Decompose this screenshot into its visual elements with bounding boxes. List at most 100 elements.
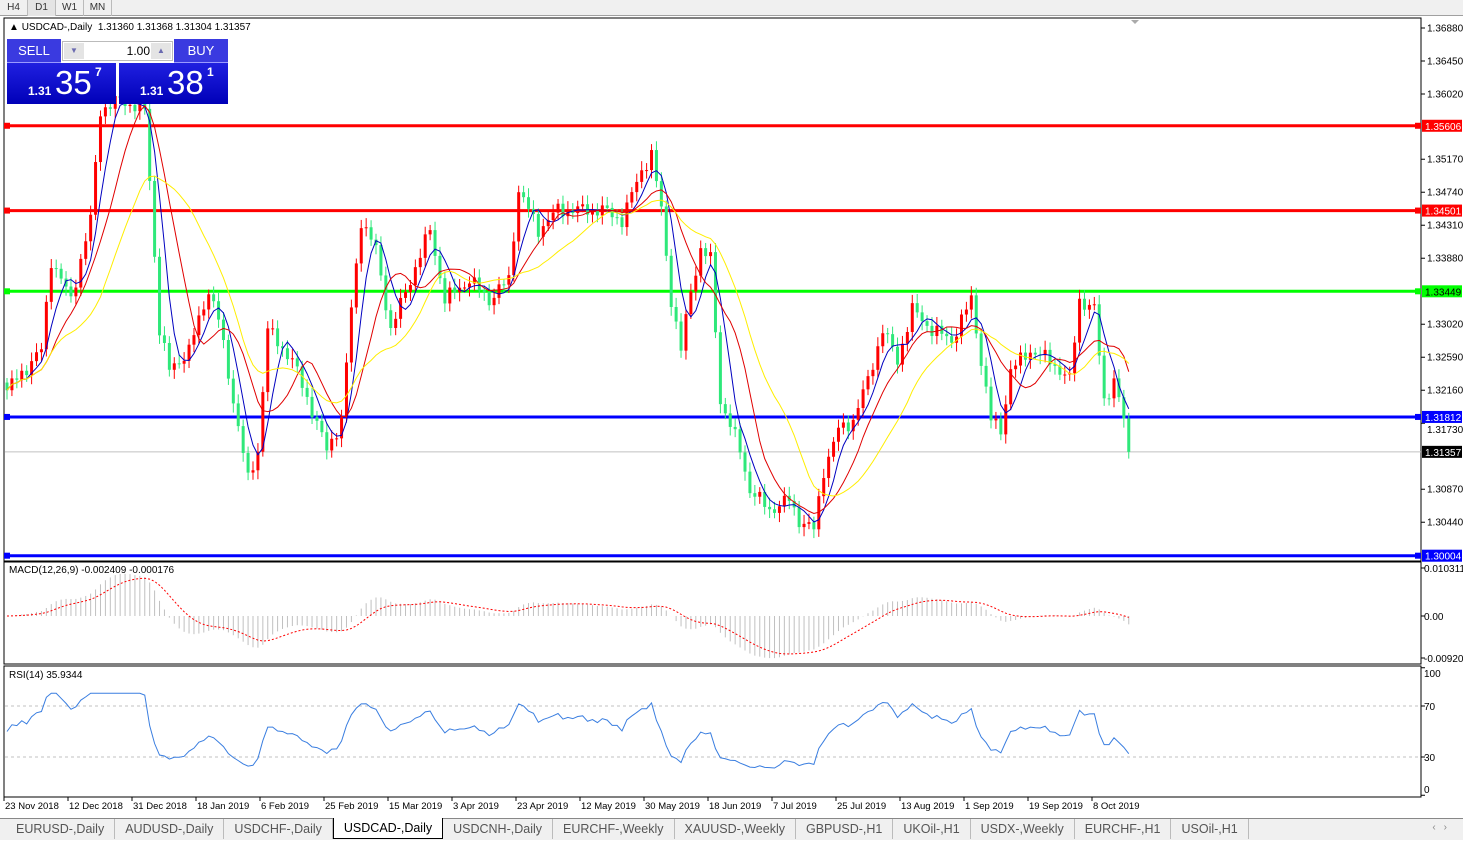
candle bbox=[187, 338, 191, 369]
time-label: 3 Apr 2019 bbox=[453, 801, 499, 812]
lot-increase-icon[interactable]: ▲ bbox=[151, 43, 171, 59]
candle-body bbox=[881, 333, 885, 347]
candle bbox=[59, 263, 63, 284]
candle-body bbox=[610, 207, 614, 218]
candle-body bbox=[251, 470, 255, 473]
candle bbox=[738, 423, 742, 460]
tab-scroll-arrows[interactable]: ‹› bbox=[1432, 822, 1455, 833]
candle bbox=[1043, 340, 1047, 363]
symbol-tab[interactable]: USDCNH-,Daily bbox=[443, 819, 554, 839]
timeframe-w1[interactable]: W1 bbox=[56, 0, 84, 16]
symbol-tab[interactable]: USDX-,Weekly bbox=[971, 819, 1075, 839]
symbol-tab[interactable]: GBPUSD-,H1 bbox=[796, 819, 894, 839]
candle-body bbox=[320, 420, 324, 433]
sell-button[interactable]: SELL bbox=[7, 39, 61, 63]
symbol-tab-active[interactable]: USDCAD-,Daily bbox=[332, 818, 444, 839]
symbol-tab[interactable]: USDCHF-,Daily bbox=[224, 819, 333, 839]
candle bbox=[600, 196, 604, 225]
lot-decrease-icon[interactable]: ▼ bbox=[64, 43, 84, 59]
candle bbox=[182, 352, 186, 373]
candle-body bbox=[379, 245, 383, 276]
candle bbox=[733, 418, 737, 438]
candle bbox=[782, 487, 786, 513]
symbol-tab[interactable]: USOil-,H1 bbox=[1171, 819, 1249, 839]
price-label: 1.30440 bbox=[1427, 518, 1463, 529]
candle bbox=[418, 248, 422, 276]
candle bbox=[979, 328, 983, 376]
candle bbox=[35, 343, 39, 366]
candle bbox=[162, 326, 166, 351]
candle-body bbox=[812, 522, 816, 530]
candle-body bbox=[30, 361, 34, 376]
time-label: 12 May 2019 bbox=[581, 801, 636, 812]
candle bbox=[374, 233, 378, 255]
candle-body bbox=[640, 170, 644, 182]
candle bbox=[54, 259, 58, 278]
buy-button[interactable]: BUY bbox=[174, 39, 228, 63]
timeframe-d1[interactable]: D1 bbox=[28, 0, 56, 16]
candle-body bbox=[1112, 378, 1116, 399]
candle-body bbox=[846, 422, 850, 432]
candle-body bbox=[94, 162, 98, 215]
candle bbox=[98, 110, 102, 171]
candle-body bbox=[349, 307, 353, 363]
timeframe-h4[interactable]: H4 bbox=[0, 0, 28, 16]
symbol-tab[interactable]: UKOil-,H1 bbox=[893, 819, 971, 839]
candle-body bbox=[217, 301, 221, 320]
candle-body bbox=[645, 170, 649, 172]
candle-body bbox=[679, 321, 683, 351]
candle-body bbox=[335, 438, 339, 440]
candle-body bbox=[1014, 365, 1018, 370]
lot-size-input[interactable]: ▼ 1.00 ▲ bbox=[62, 41, 173, 61]
buy-price-prefix: 1.31 bbox=[140, 84, 164, 98]
candle-body bbox=[1097, 304, 1101, 356]
candle bbox=[212, 286, 216, 308]
level-handle bbox=[1415, 552, 1421, 559]
buy-price[interactable]: 1.31 38 1 bbox=[119, 63, 228, 104]
collapse-triangle-icon[interactable]: ▲ bbox=[9, 22, 19, 33]
candle-body bbox=[344, 362, 348, 418]
candle bbox=[94, 154, 98, 221]
scroll-right-icon[interactable]: › bbox=[1443, 822, 1455, 833]
price-label: 1.36450 bbox=[1427, 57, 1463, 68]
sell-price[interactable]: 1.31 35 7 bbox=[7, 63, 116, 104]
candle-body bbox=[364, 227, 368, 229]
candle bbox=[1004, 395, 1008, 444]
rsi-axis-label: 70 bbox=[1424, 702, 1436, 713]
candle bbox=[177, 354, 181, 369]
level-handle bbox=[1415, 207, 1421, 214]
candle-body bbox=[581, 204, 585, 207]
rsi-axis-label: 30 bbox=[1424, 753, 1436, 764]
candle bbox=[718, 325, 722, 414]
chart-shift-marker-icon[interactable] bbox=[1131, 20, 1139, 24]
candle bbox=[876, 337, 880, 378]
candle-body bbox=[807, 522, 811, 524]
level-price-tag bbox=[1422, 119, 1462, 132]
candle-body bbox=[315, 417, 319, 421]
current-price-tag bbox=[1422, 445, 1462, 458]
candle-body bbox=[207, 294, 211, 310]
level-price-label: 1.30004 bbox=[1425, 552, 1462, 563]
symbol-tab[interactable]: EURCHF-,H1 bbox=[1075, 819, 1172, 839]
candle bbox=[394, 311, 398, 336]
sell-price-fraction: 7 bbox=[95, 65, 102, 79]
candle-body bbox=[718, 332, 722, 405]
symbol-tab[interactable]: XAUUSD-,Weekly bbox=[675, 819, 796, 839]
symbol-tab[interactable]: EURCHF-,Weekly bbox=[553, 819, 675, 839]
price-label: 1.33880 bbox=[1427, 254, 1463, 265]
candle-body bbox=[438, 255, 442, 279]
candle-body bbox=[69, 286, 73, 297]
symbol-tab[interactable]: EURUSD-,Daily bbox=[6, 819, 116, 839]
timeframe-mn[interactable]: MN bbox=[84, 0, 112, 16]
lot-value[interactable]: 1.00 bbox=[126, 44, 150, 58]
candle-body bbox=[276, 328, 280, 347]
candle-body bbox=[743, 452, 747, 472]
candle bbox=[305, 379, 309, 405]
candle-body bbox=[59, 268, 63, 279]
time-label: 18 Jan 2019 bbox=[197, 801, 249, 812]
candle bbox=[861, 380, 865, 418]
candle-body bbox=[1087, 304, 1091, 310]
symbol-tab[interactable]: AUDUSD-,Daily bbox=[115, 819, 225, 839]
scroll-left-icon[interactable]: ‹ bbox=[1432, 822, 1444, 833]
